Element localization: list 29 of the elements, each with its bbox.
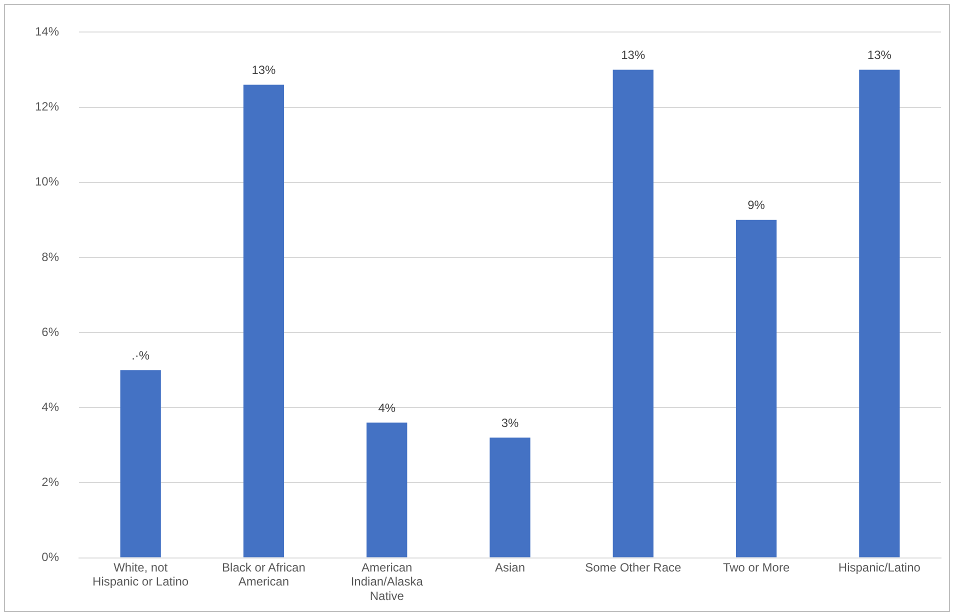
bar	[736, 220, 777, 558]
y-tick-label: 0%	[42, 550, 60, 564]
bar	[366, 422, 408, 558]
y-tick-label: 4%	[42, 400, 60, 414]
x-tick-label: Two or More	[722, 560, 790, 574]
bar	[859, 70, 900, 558]
x-tick-label: Asian	[494, 560, 526, 574]
y-tick-label: 2%	[42, 475, 60, 490]
data-label: 13%	[867, 48, 892, 62]
bar	[612, 70, 654, 558]
data-label: 3%	[501, 416, 520, 430]
data-label: .·%	[132, 348, 150, 362]
y-tick-label: 6%	[42, 324, 60, 339]
x-tick-label: American Indian/Alaska Native	[350, 560, 424, 604]
x-tick-label: Hispanic/Latino	[838, 560, 921, 574]
y-tick-label: 8%	[42, 250, 60, 264]
x-tick-label: White, not Hispanic or Latino	[92, 560, 189, 589]
bar	[120, 370, 161, 558]
x-tick-label: Black or African American	[222, 560, 306, 589]
data-label: 4%	[378, 400, 396, 415]
x-tick-label: Some Other Race	[585, 560, 682, 574]
bar	[243, 84, 284, 558]
y-tick-label: 10%	[34, 174, 60, 189]
bar	[490, 438, 530, 558]
y-tick-label: 12%	[34, 100, 60, 114]
data-label: 13%	[621, 48, 646, 62]
data-label: 13%	[252, 63, 276, 78]
data-label: 9%	[748, 198, 766, 212]
y-tick-label: 14%	[34, 24, 60, 39]
